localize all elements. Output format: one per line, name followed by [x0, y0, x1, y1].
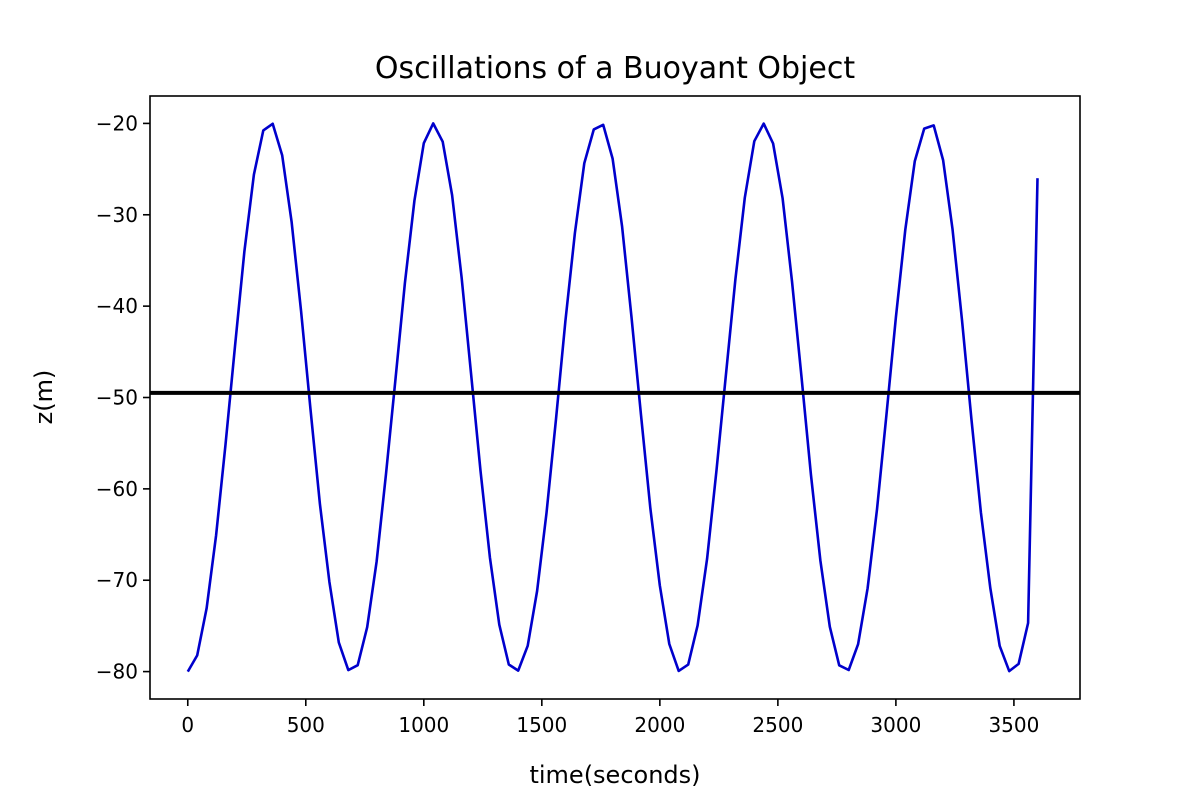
x-tick-label: 3000: [870, 713, 921, 737]
y-tick-label: −30: [96, 203, 138, 227]
y-tick-label: −20: [96, 111, 138, 135]
x-tick-label: 500: [287, 713, 325, 737]
x-axis: 0 500 1000 1500 2000 2500 3000 3500: [181, 699, 1039, 737]
plot-area: [150, 122, 1080, 673]
x-axis-label: time(seconds): [529, 761, 700, 789]
chart-title: Oscillations of a Buoyant Object: [375, 51, 855, 86]
x-tick-label: 1500: [516, 713, 567, 737]
y-tick-label: −70: [96, 568, 138, 592]
x-tick-label: 1000: [398, 713, 449, 737]
x-tick-label: 2500: [752, 713, 803, 737]
y-tick-label: −80: [96, 660, 138, 684]
x-tick-label: 2000: [634, 713, 685, 737]
y-tick-label: −50: [96, 386, 138, 410]
x-tick-label: 3500: [988, 713, 1039, 737]
y-axis: −20 −30 −40 −50 −60 −70 −80: [96, 111, 150, 684]
y-tick-label: −60: [96, 477, 138, 501]
y-axis-label: z(m): [30, 370, 58, 425]
x-tick-label: 0: [181, 713, 194, 737]
series-line-position: [186, 122, 1039, 673]
y-tick-label: −40: [96, 294, 138, 318]
